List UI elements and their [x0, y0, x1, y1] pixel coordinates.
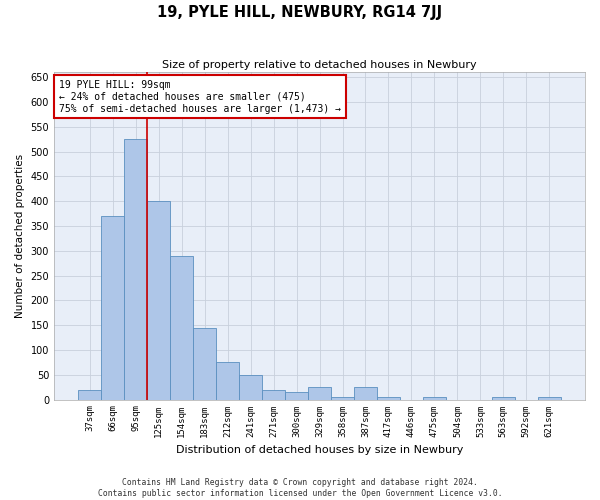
- Bar: [492, 397, 515, 400]
- Bar: [170, 256, 193, 400]
- Title: Size of property relative to detached houses in Newbury: Size of property relative to detached ho…: [162, 60, 477, 70]
- Bar: [285, 392, 308, 400]
- Bar: [331, 397, 354, 400]
- Bar: [354, 387, 377, 400]
- Y-axis label: Number of detached properties: Number of detached properties: [15, 154, 25, 318]
- Bar: [239, 375, 262, 400]
- Bar: [78, 390, 101, 400]
- X-axis label: Distribution of detached houses by size in Newbury: Distribution of detached houses by size …: [176, 445, 463, 455]
- Bar: [216, 362, 239, 400]
- Bar: [423, 397, 446, 400]
- Bar: [101, 216, 124, 400]
- Text: Contains HM Land Registry data © Crown copyright and database right 2024.
Contai: Contains HM Land Registry data © Crown c…: [98, 478, 502, 498]
- Bar: [377, 397, 400, 400]
- Bar: [193, 328, 216, 400]
- Bar: [538, 397, 561, 400]
- Text: 19, PYLE HILL, NEWBURY, RG14 7JJ: 19, PYLE HILL, NEWBURY, RG14 7JJ: [157, 5, 443, 20]
- Bar: [124, 139, 147, 400]
- Bar: [308, 387, 331, 400]
- Bar: [147, 201, 170, 400]
- Text: 19 PYLE HILL: 99sqm
← 24% of detached houses are smaller (475)
75% of semi-detac: 19 PYLE HILL: 99sqm ← 24% of detached ho…: [59, 80, 341, 114]
- Bar: [262, 390, 285, 400]
